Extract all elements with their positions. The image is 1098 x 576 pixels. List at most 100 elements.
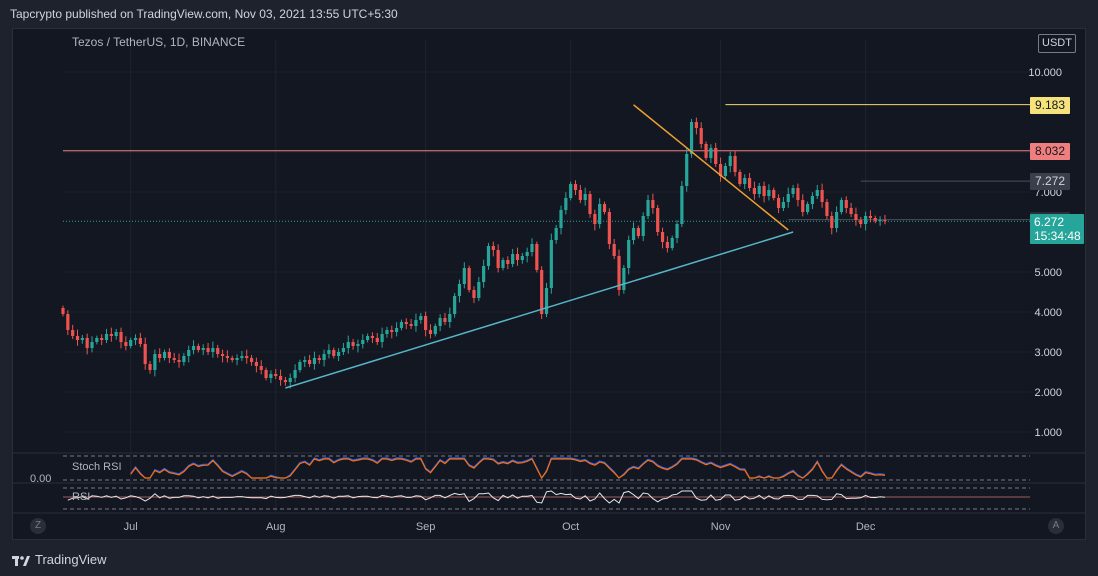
candle-body bbox=[361, 340, 365, 344]
y-tick-label: 4.000 bbox=[1034, 307, 1062, 319]
tradingview-logo-icon bbox=[12, 553, 30, 567]
candle-body bbox=[593, 214, 597, 224]
candle-body bbox=[182, 356, 186, 362]
auto-scale-button[interactable]: A bbox=[1048, 518, 1064, 534]
candle-body bbox=[622, 268, 626, 290]
candle-body bbox=[177, 360, 181, 362]
candle-body bbox=[351, 342, 355, 346]
candle-body bbox=[728, 156, 732, 166]
candle-body bbox=[660, 232, 665, 242]
candle-body bbox=[554, 228, 558, 240]
candle-body bbox=[844, 200, 848, 208]
candle-body bbox=[138, 338, 142, 344]
candle-body bbox=[849, 208, 853, 214]
candle-body bbox=[428, 330, 433, 334]
candle-body bbox=[496, 250, 500, 268]
candle-body bbox=[187, 350, 191, 356]
candle-body bbox=[119, 332, 123, 342]
candle-body bbox=[457, 284, 462, 296]
candle-body bbox=[801, 200, 805, 212]
candle-body bbox=[501, 260, 505, 268]
candle-body bbox=[573, 184, 578, 190]
candle-body bbox=[196, 346, 200, 350]
candle-body bbox=[743, 178, 747, 184]
candle-body bbox=[443, 318, 447, 322]
candle-body bbox=[709, 148, 713, 158]
candle-body bbox=[723, 166, 727, 176]
candle-body bbox=[191, 346, 196, 350]
last-price-value: 6.272 bbox=[1034, 215, 1065, 230]
candle-body bbox=[448, 314, 452, 322]
candle-body bbox=[815, 190, 819, 196]
candle-body bbox=[100, 338, 104, 340]
candle-body bbox=[230, 358, 234, 360]
rsi-line bbox=[67, 490, 885, 504]
candle-body bbox=[651, 200, 655, 208]
candle-body bbox=[462, 268, 466, 284]
candle-body bbox=[675, 224, 679, 238]
candle-body bbox=[80, 338, 84, 340]
candle-body bbox=[162, 352, 167, 358]
candle-body bbox=[327, 350, 331, 354]
candle-body bbox=[453, 296, 457, 314]
candle-body bbox=[859, 220, 863, 224]
x-tick-label: Aug bbox=[266, 521, 286, 533]
candle-body bbox=[835, 212, 839, 228]
candle-body bbox=[370, 336, 375, 338]
candle-body bbox=[109, 334, 113, 336]
candle-countdown: 15:34:48 bbox=[1034, 229, 1081, 244]
candle-body bbox=[864, 216, 868, 224]
candle-body bbox=[133, 338, 138, 340]
candle-body bbox=[617, 256, 621, 290]
candle-body bbox=[104, 334, 109, 340]
y-tick-label: 2.000 bbox=[1034, 387, 1062, 399]
chart-frame[interactable] bbox=[12, 28, 1086, 540]
candle-body bbox=[341, 348, 346, 352]
candle-body bbox=[414, 320, 418, 326]
last-price-tag: 6.272 15:34:48 bbox=[1030, 214, 1084, 245]
candle-body bbox=[854, 214, 858, 220]
candle-body bbox=[515, 254, 520, 260]
candle-body bbox=[810, 196, 815, 204]
tradingview-brand[interactable]: TradingView bbox=[12, 552, 107, 567]
candle-body bbox=[670, 238, 674, 248]
candle-body bbox=[631, 228, 636, 240]
candle-body bbox=[312, 358, 317, 364]
candle-body bbox=[211, 348, 215, 352]
candle-body bbox=[491, 246, 495, 250]
candle-body bbox=[129, 340, 133, 346]
y-tick-label: 5.000 bbox=[1034, 267, 1062, 279]
candle-body bbox=[419, 316, 423, 320]
candle-body bbox=[878, 220, 882, 221]
zoom-reset-button[interactable]: Z bbox=[30, 518, 46, 534]
rsi-label: RSI bbox=[72, 491, 90, 503]
brand-label: TradingView bbox=[35, 552, 107, 567]
candle-body bbox=[399, 322, 404, 328]
candle-body bbox=[293, 370, 297, 378]
y-tick-label: 3.000 bbox=[1034, 347, 1062, 359]
candle-body bbox=[486, 246, 491, 266]
candle-body bbox=[303, 360, 307, 362]
candle-body bbox=[346, 342, 350, 348]
trendline-descending bbox=[633, 104, 789, 231]
candle-body bbox=[564, 198, 568, 210]
candle-body bbox=[762, 186, 766, 196]
candle-body bbox=[220, 354, 225, 356]
candle-body bbox=[772, 190, 776, 198]
x-tick-label: Dec bbox=[856, 521, 876, 533]
candle-body bbox=[380, 334, 384, 342]
currency-button[interactable]: USDT bbox=[1038, 34, 1076, 53]
candle-body bbox=[873, 218, 877, 221]
candle-body bbox=[636, 228, 640, 236]
x-tick-label: Nov bbox=[711, 521, 731, 533]
y-tick-label: 10.000 bbox=[1028, 67, 1062, 79]
candle-body bbox=[506, 260, 510, 264]
candle-body bbox=[409, 324, 413, 326]
candle-body bbox=[583, 194, 587, 200]
candle-body bbox=[588, 194, 592, 214]
price-tag: 8.032 bbox=[1030, 142, 1070, 160]
y-tick-label: 1.000 bbox=[1034, 427, 1062, 439]
candle-body bbox=[868, 216, 873, 218]
candle-body bbox=[124, 342, 128, 346]
